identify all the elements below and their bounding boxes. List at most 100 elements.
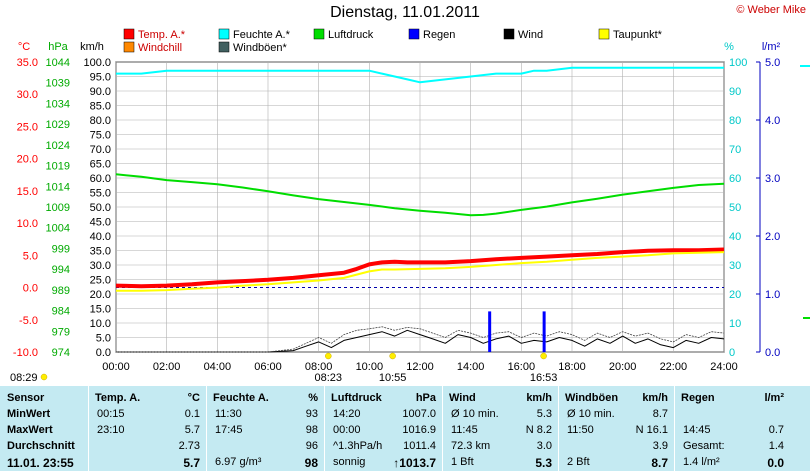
sun-icon <box>540 352 547 360</box>
legend-swatch <box>218 41 230 53</box>
tick-label-temp_c: 10.0 <box>17 218 38 230</box>
stats-cell-label: Ø 10 min. <box>451 408 499 420</box>
x-tick-label: 08:00 <box>305 361 333 373</box>
stats-column: Wind km/h Ø 10 min. 5.3 11:45 N 8.2 72.3 km 3.0… <box>442 386 558 471</box>
corner-time-label: 08:29 <box>10 372 38 384</box>
x-tick-label: 18:00 <box>558 361 586 373</box>
stats-cell-value: 1011.4 <box>403 440 436 452</box>
tick-label-wind_kmh: 80.0 <box>90 115 111 127</box>
stats-column: Luftdruck hPa 14:20 1007.0 00:00 1016.9 ^1.3hP… <box>324 386 442 471</box>
x-tick-label: 12:00 <box>406 361 434 373</box>
stats-header-unit: km/h <box>526 392 552 404</box>
sun-icon <box>40 373 48 381</box>
stats-cell-value: 1007.0 <box>402 408 436 420</box>
tick-label-wind_kmh: 0.0 <box>96 347 111 359</box>
series-line <box>116 329 725 353</box>
stats-cell-value: 96 <box>305 440 318 452</box>
legend-swatch <box>218 28 230 40</box>
tick-label-humidity: 70 <box>729 144 741 156</box>
stats-cell-label: Gesamt: <box>683 440 725 452</box>
stats-cell-value: 5.7 <box>183 456 200 470</box>
stats-cell-value: 8.7 <box>651 456 668 470</box>
legend-label: Luftdruck <box>328 29 374 41</box>
tick-label-humidity: 60 <box>729 173 741 185</box>
tick-label-humidity: 30 <box>729 260 741 272</box>
stats-cell-value: N 16.1 <box>635 424 668 436</box>
tick-label-pressure_hpa: 984 <box>52 306 70 318</box>
legend-label: Temp. A.* <box>138 29 186 41</box>
stats-separator <box>558 386 559 471</box>
stats-cell-value: N 8.2 <box>525 424 552 436</box>
stats-cell-label: 1 Bft <box>451 456 474 468</box>
legend-label: Feuchte A.* <box>233 29 291 41</box>
tick-label-humidity: 40 <box>729 231 741 243</box>
stats-cell-label: 11:50 <box>567 424 594 436</box>
stats-column: Windböen km/h Ø 10 min. 8.7 11:50 N 16.1 3.9 2 … <box>558 386 674 471</box>
tick-label-pressure_hpa: 1029 <box>46 119 70 131</box>
tick-label-rain: 3.0 <box>765 173 780 185</box>
stats-column: Temp. A. °C 00:15 0.1 23:10 5.7 2.73 5.7 <box>88 386 206 471</box>
x-tick-label: 06:00 <box>254 361 282 373</box>
tick-label-pressure_hpa: 1034 <box>46 98 70 110</box>
x-tick-label: 20:00 <box>609 361 637 373</box>
stats-cell-value: 93 <box>305 408 318 420</box>
stats-separator <box>88 386 89 471</box>
tick-label-pressure_hpa: 1039 <box>46 78 70 90</box>
legend-swatch <box>313 28 325 40</box>
tick-label-temp_c: 30.0 <box>17 89 38 101</box>
series-line <box>116 326 725 353</box>
tick-label-rain: 2.0 <box>765 231 780 243</box>
sun-icon <box>325 352 332 360</box>
stats-cell-label: MinWert <box>7 408 51 420</box>
tick-label-pressure_hpa: 979 <box>52 326 70 338</box>
stats-column: Feuchte A.% 11:30 93 17:45 98 96 6.97 g/m³ 98 <box>206 386 324 471</box>
legend-label: Wind <box>518 29 543 41</box>
stats-cell-value: 8.7 <box>652 408 668 420</box>
stats-cell-value: 98 <box>305 424 318 436</box>
tick-label-wind_kmh: 5.0 <box>96 333 111 345</box>
stats-cell-label: 2 Bft <box>567 456 590 468</box>
tick-label-pressure_hpa: 1044 <box>46 57 70 69</box>
tick-label-wind_kmh: 20.0 <box>90 289 111 301</box>
tick-label-pressure_hpa: 1009 <box>46 202 70 214</box>
rain-bar <box>488 311 492 352</box>
stats-header-unit: % <box>308 392 318 404</box>
axis-unit-temp_c: °C <box>18 41 30 53</box>
stats-header: Sensor <box>7 392 45 404</box>
tick-label-pressure_hpa: 1014 <box>46 181 70 193</box>
stats-cell-label: sonnig <box>333 456 366 468</box>
tick-label-temp_c: -10.0 <box>13 347 38 359</box>
legend-swatch <box>123 28 135 40</box>
stats-header: Windböen <box>565 392 619 404</box>
stats-cell-label: 6.97 g/m³ <box>215 456 262 468</box>
tick-label-temp_c: -5.0 <box>19 315 38 327</box>
x-tick-label: 04:00 <box>204 361 232 373</box>
stats-cell-value: 3.9 <box>652 440 668 452</box>
stats-cell-label: 17:45 <box>215 424 243 436</box>
tick-label-pressure_hpa: 1024 <box>46 140 70 152</box>
tick-label-rain: 0.0 <box>765 347 780 359</box>
axis-unit-pressure_hpa: hPa <box>48 41 68 53</box>
tick-label-wind_kmh: 10.0 <box>90 318 111 330</box>
stats-separator <box>324 386 325 471</box>
sun-position-icon <box>389 352 396 360</box>
tick-label-wind_kmh: 30.0 <box>90 260 111 272</box>
stats-header-unit: km/h <box>642 392 668 404</box>
tick-label-humidity: 80 <box>729 115 741 127</box>
tick-label-rain: 5.0 <box>765 57 780 69</box>
stats-cell-value: 5.3 <box>536 408 552 420</box>
stats-cell-value: 5.3 <box>535 456 552 470</box>
stats-cell-label: 1.4 l/m² <box>683 456 720 468</box>
tick-label-temp_c: 15.0 <box>17 186 38 198</box>
tick-label-wind_kmh: 100.0 <box>83 57 111 69</box>
rain-bar <box>542 311 546 352</box>
x-tick-label: 02:00 <box>153 361 181 373</box>
stats-header: Luftdruck <box>331 392 382 404</box>
x-tick-label: 16:00 <box>508 361 536 373</box>
legend-label: Regen <box>423 29 455 41</box>
tick-label-humidity: 100 <box>729 57 747 69</box>
stats-cell-label: Ø 10 min. <box>567 408 615 420</box>
axis-unit-rain_lm2: l/m² <box>762 41 781 53</box>
stats-cell-label: 11.01. 23:55 <box>7 456 74 470</box>
series-line <box>116 251 725 292</box>
